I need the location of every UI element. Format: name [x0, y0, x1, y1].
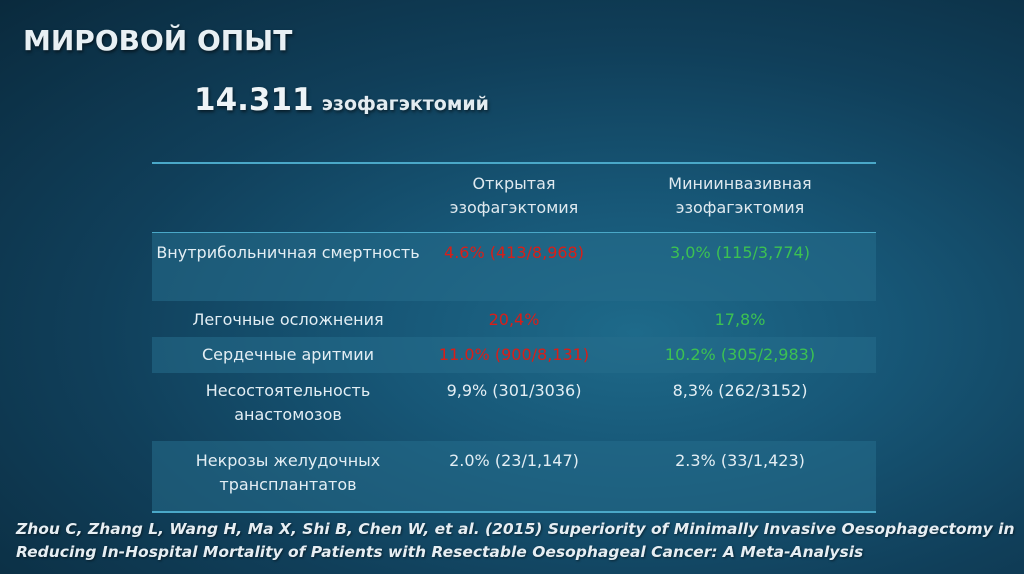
mini-value: 3,0% (115/3,774)	[670, 243, 810, 262]
open-value: 9,9% (301/3036)	[446, 381, 582, 400]
header-mini: Миниинвазивная эзофагэктомия	[668, 174, 812, 217]
subtitle-text: эзофагэктомий	[321, 93, 489, 115]
table-row: Несостоятельность анастомозов 9,9% (301/…	[152, 373, 876, 441]
subtitle-number: 14.311	[194, 82, 314, 118]
table-row: Сердечные аритмии 11.0% (900/8,131) 10.2…	[152, 337, 876, 373]
row-label: Легочные осложнения	[192, 310, 384, 329]
comparison-table: Открытая эзофагэктомия Миниинвазивная эз…	[152, 162, 876, 513]
header-open: Открытая эзофагэктомия	[449, 174, 579, 217]
table-header-row: Открытая эзофагэктомия Миниинвазивная эз…	[152, 164, 876, 232]
open-value: 2.0% (23/1,147)	[449, 451, 579, 470]
header-empty	[152, 164, 424, 232]
open-value: 11.0% (900/8,131)	[438, 345, 590, 364]
mini-value: 2.3% (33/1,423)	[675, 451, 805, 470]
open-value: 20,4%	[488, 310, 540, 329]
table-row: Некрозы желудочных трансплантатов 2.0% (…	[152, 441, 876, 513]
row-label: Некрозы желудочных трансплантатов	[195, 451, 381, 494]
subtitle: 14.311 эзофагэктомий	[194, 82, 489, 118]
row-label: Внутрибольничная смертность	[156, 243, 420, 262]
mini-value: 17,8%	[714, 310, 766, 329]
slide-title: МИРОВОЙ ОПЫТ	[23, 24, 293, 57]
open-value: 4.6% (413/8,968)	[444, 243, 584, 262]
table-row: Легочные осложнения 20,4% 17,8%	[152, 301, 876, 337]
citation: Zhou C, Zhang L, Wang H, Ma X, Shi B, Ch…	[16, 520, 1015, 561]
mini-value: 8,3% (262/3152)	[672, 381, 808, 400]
table-row: Внутрибольничная смертность 4.6% (413/8,…	[152, 232, 876, 301]
row-label: Сердечные аритмии	[201, 345, 375, 364]
row-label: Несостоятельность анастомозов	[205, 381, 371, 424]
mini-value: 10.2% (305/2,983)	[664, 345, 816, 364]
